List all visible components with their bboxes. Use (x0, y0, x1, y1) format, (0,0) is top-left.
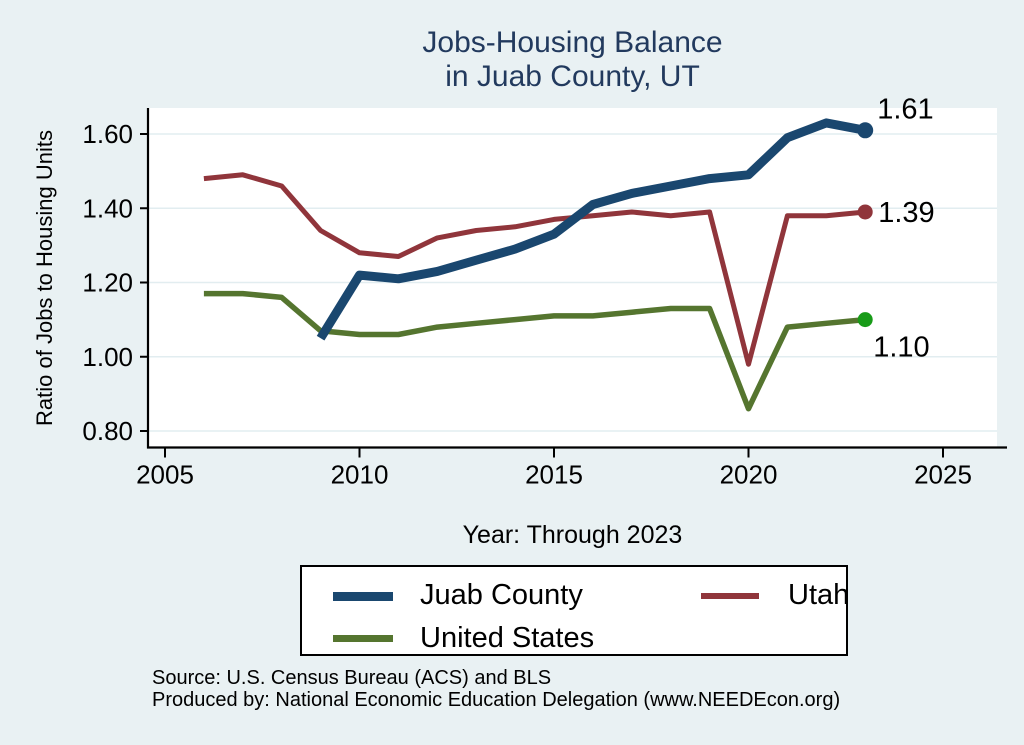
source-note: Source: U.S. Census Bureau (ACS) and BLS (152, 667, 552, 689)
y-tick-label-1.60: 1.60 (82, 119, 133, 149)
y-axis-title: Ratio of Jobs to Housing Units (32, 130, 57, 426)
legend-box: Juab County Utah United States (300, 565, 850, 656)
united-states-line (203, 290, 866, 412)
utah-end-label: 1.39 (878, 197, 934, 229)
legend-label-juab-county: Juab County (420, 579, 583, 611)
united-states-end-marker (857, 312, 873, 328)
legend-label-united-states: United States (420, 622, 595, 654)
y-tick-label-1.40: 1.40 (82, 193, 133, 223)
x-tick-label-2020: 2020 (720, 460, 778, 490)
x-tick-label-2010: 2010 (331, 460, 389, 490)
y-tick-label-1.20: 1.20 (82, 268, 133, 298)
chart-title: Jobs-Housing Balance in Juab County, UT (148, 26, 997, 94)
utah-end-marker (857, 204, 873, 220)
chart-title-line2: in Juab County, UT (445, 60, 700, 93)
utah-line (203, 172, 866, 367)
y-tick-label-0.80: 0.80 (82, 416, 133, 446)
chart-title-line1: Jobs-Housing Balance (422, 26, 723, 59)
legend-swatch-utah (701, 593, 759, 599)
x-tick-label-2025: 2025 (914, 460, 972, 490)
juab-county-end-marker (857, 122, 874, 139)
plot-background (149, 108, 997, 448)
x-axis-title: Year: Through 2023 (462, 521, 683, 549)
legend-label-utah: Utah (788, 579, 850, 611)
juab-county-line (316, 118, 867, 341)
legend-swatch-juab-county (333, 592, 393, 601)
legend-swatch-united-states (333, 635, 393, 642)
y-tick-label-1.00: 1.00 (82, 342, 133, 372)
produced-by-note: Produced by: National Economic Education… (152, 689, 841, 711)
juab-county-end-label: 1.61 (877, 93, 933, 125)
x-tick-label-2005: 2005 (136, 460, 194, 490)
united-states-end-label: 1.10 (873, 332, 929, 364)
x-tick-label-2015: 2015 (525, 460, 583, 490)
